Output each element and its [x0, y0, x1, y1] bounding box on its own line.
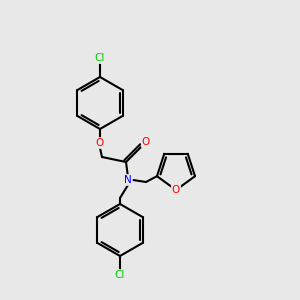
Text: N: N	[124, 175, 132, 185]
Text: O: O	[172, 185, 180, 195]
Text: Cl: Cl	[115, 270, 125, 280]
Text: O: O	[142, 137, 150, 147]
Text: Cl: Cl	[95, 53, 105, 63]
Text: O: O	[96, 138, 104, 148]
